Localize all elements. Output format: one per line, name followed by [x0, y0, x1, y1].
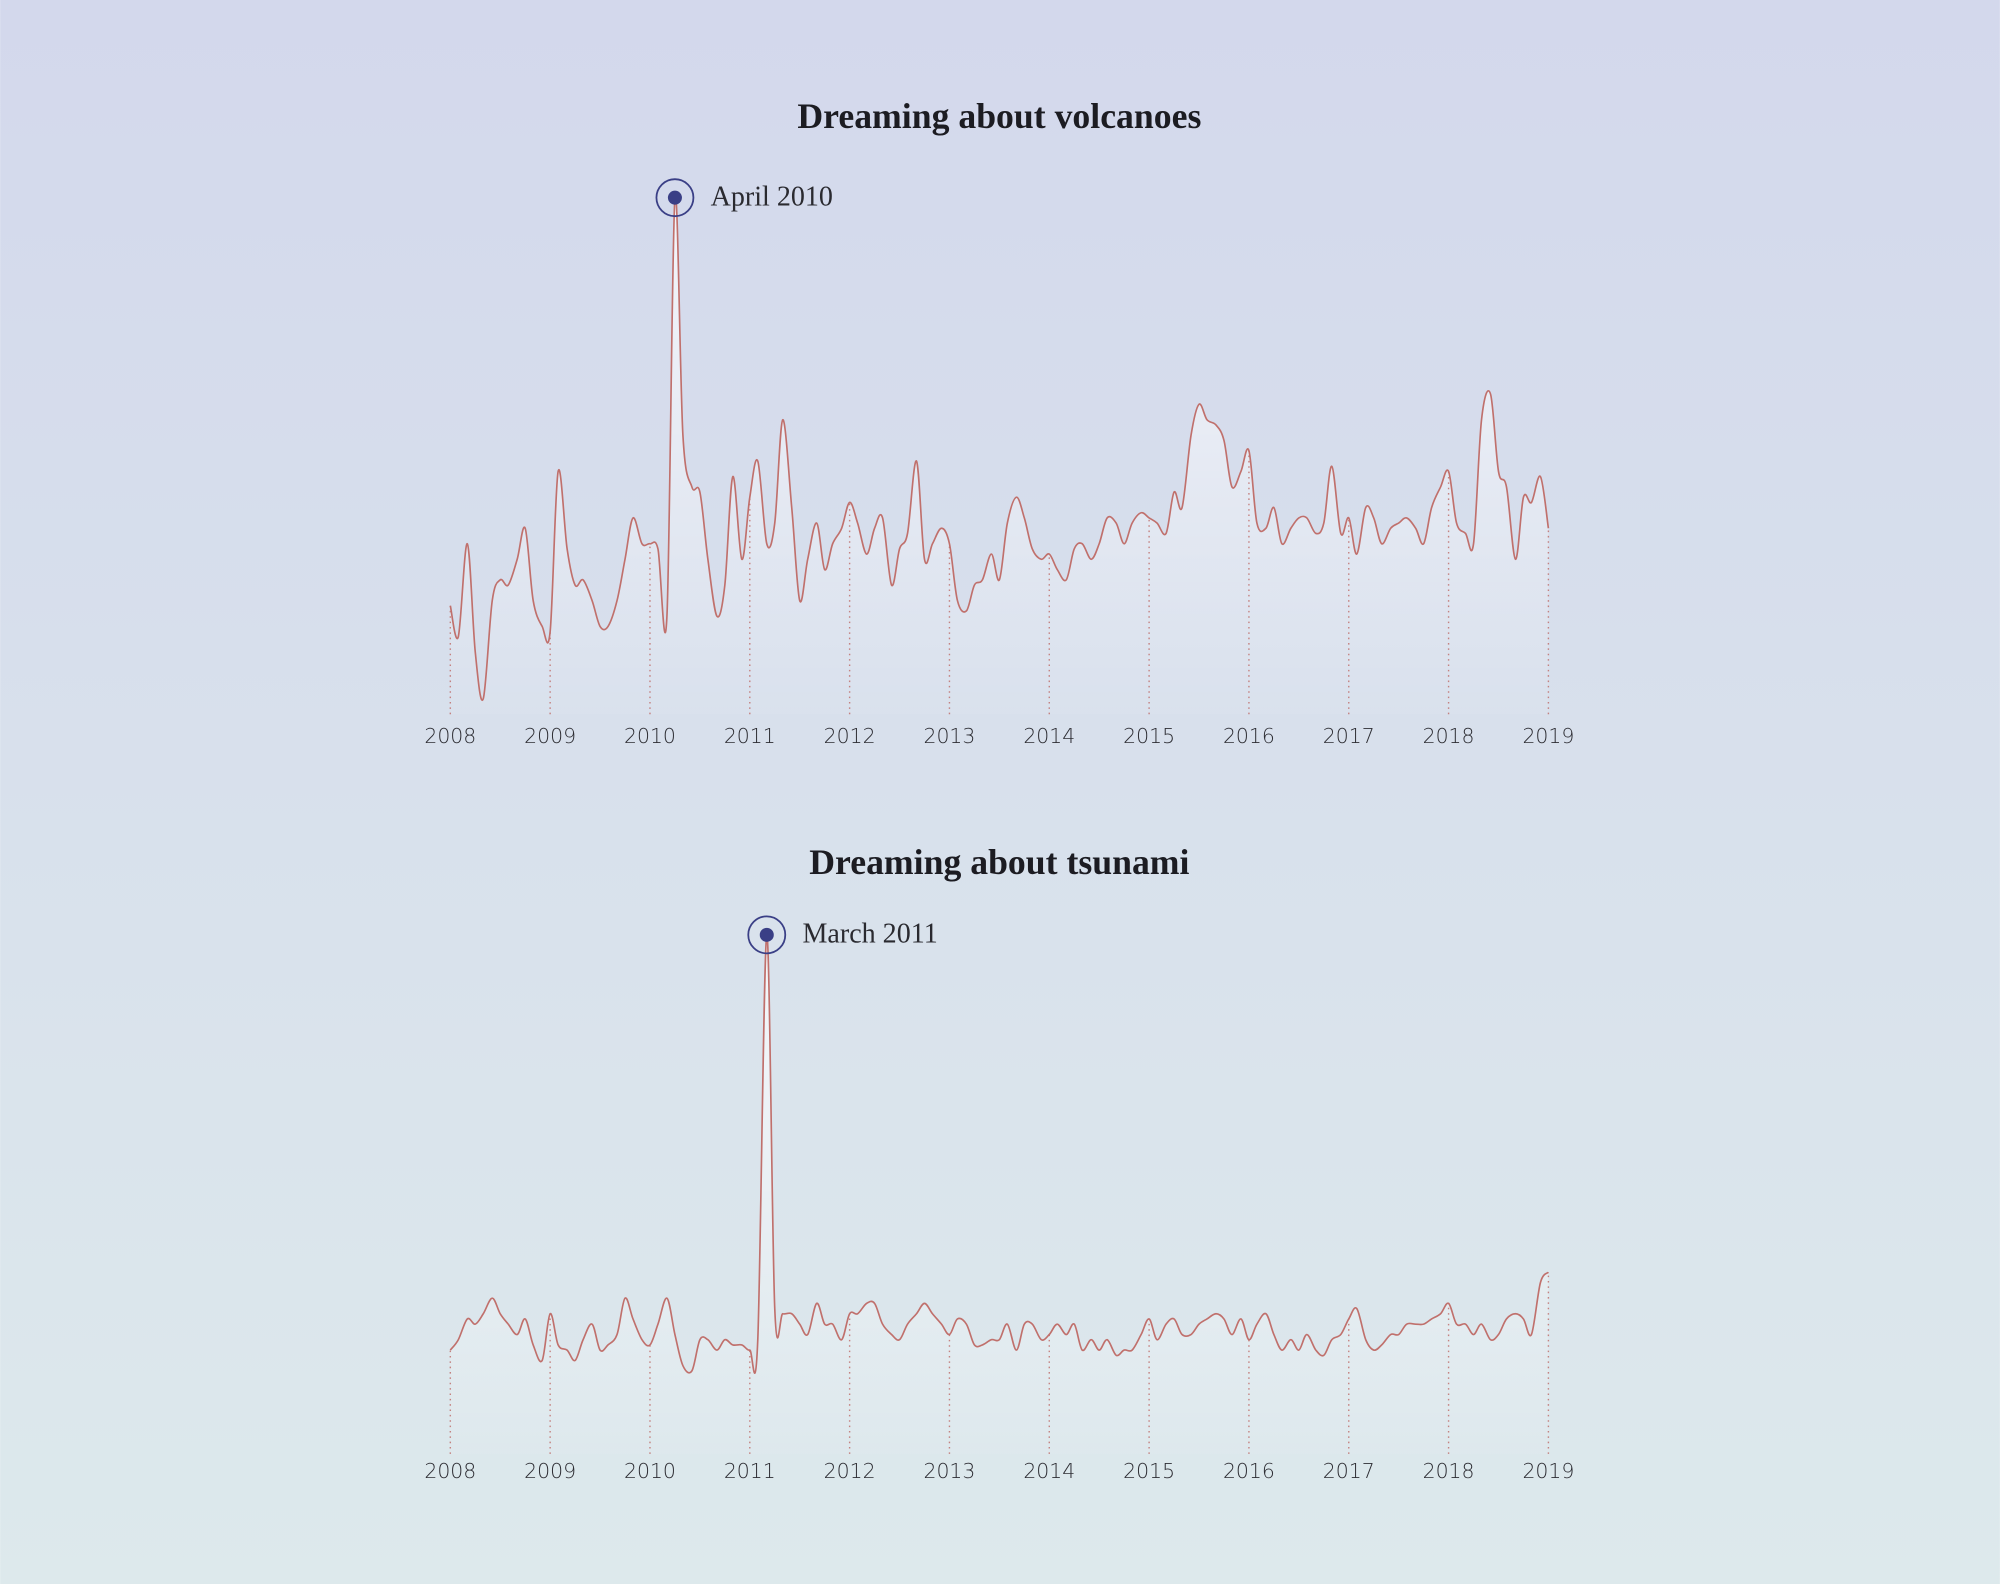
line: [449, 194, 1550, 702]
area-fill: [450, 194, 1549, 715]
x-tick-label: 2018: [1423, 724, 1475, 748]
chart-title: Dreaming about volcanoes: [797, 96, 1201, 136]
annotation: March 2011: [802, 919, 937, 950]
x-tick-label: 2017: [1323, 1459, 1375, 1483]
line: [449, 933, 1550, 1374]
x-tick-label: 2009: [524, 1459, 576, 1483]
x-tick-label: 2008: [424, 724, 476, 748]
x-tick-label: 2013: [923, 724, 975, 748]
x-tick-label: 2015: [1123, 1459, 1175, 1483]
x-tick-label: 2014: [1023, 1459, 1075, 1483]
peak-marker: [667, 190, 682, 205]
x-tick-label: 2011: [724, 1459, 776, 1483]
x-tick-label: 2017: [1323, 724, 1375, 748]
x-tick-label: 2012: [824, 1459, 876, 1483]
x-tick-label: 2013: [923, 1459, 975, 1483]
x-tick-label: 2019: [1522, 724, 1574, 748]
x-tick-label: 2016: [1223, 724, 1275, 748]
x-tick-label: 2015: [1123, 724, 1175, 748]
x-tick-label: 2010: [624, 1459, 676, 1483]
peak-ring: [655, 178, 695, 218]
x-tick-label: 2010: [624, 724, 676, 748]
annotation: April 2010: [711, 181, 833, 212]
x-tick-label: 2018: [1423, 1459, 1475, 1483]
x-tick-label: 2019: [1522, 1459, 1574, 1483]
area-fill: [450, 934, 1549, 1454]
peak-ring: [747, 915, 787, 955]
x-tick-label: 2011: [724, 724, 776, 748]
x-tick-label: 2008: [424, 1459, 476, 1483]
x-tick-label: 2012: [824, 724, 876, 748]
x-tick-label: 2009: [524, 724, 576, 748]
peak-marker: [759, 927, 774, 942]
x-tick-label: 2014: [1023, 724, 1075, 748]
chart-title: Dreaming about tsunami: [809, 842, 1189, 882]
x-tick-label: 2016: [1223, 1459, 1275, 1483]
